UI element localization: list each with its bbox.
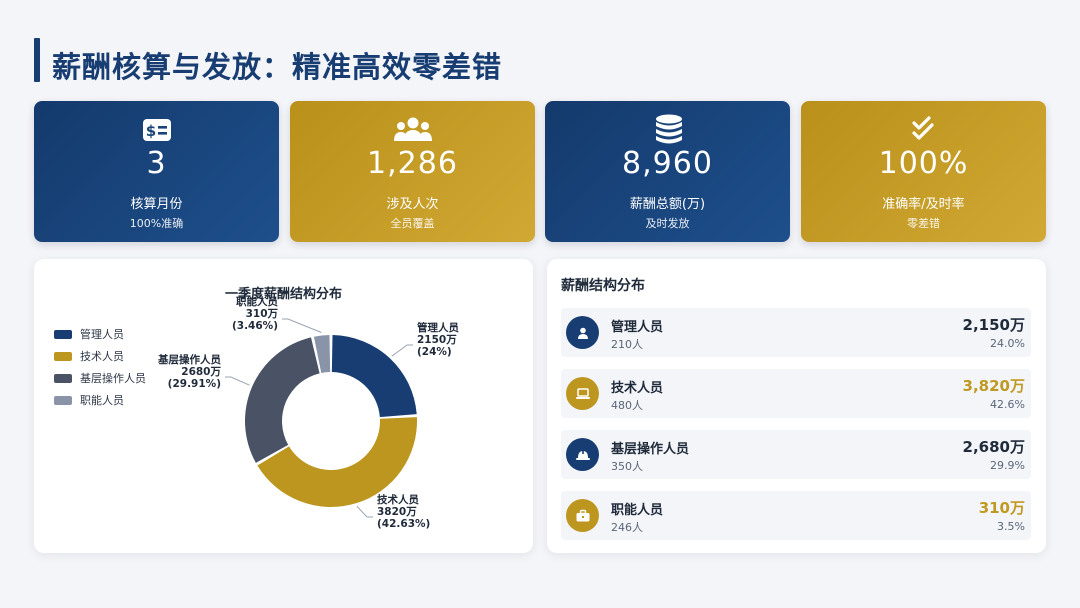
row-pct: 24.0% [990, 337, 1025, 350]
stat-sub: 零差错 [907, 217, 940, 230]
leader-line [225, 376, 250, 386]
stat-sub: 100%准确 [129, 217, 184, 230]
legend-swatch [54, 329, 72, 339]
stat-label: 准确率/及时率 [882, 197, 965, 212]
slice-tech [257, 417, 418, 508]
svg-text:$: $ [145, 122, 155, 140]
row-pct: 42.6% [990, 398, 1025, 411]
leader-line [356, 505, 373, 518]
data-label-functional: 职能人员 310万(3.46%) [232, 295, 279, 332]
stat-card-total: 8,960 薪酬总额(万) 及时发放 [545, 101, 790, 242]
slice-operator [245, 337, 320, 463]
row-amount: 3,820万 [962, 377, 1025, 395]
row-pct: 3.5% [997, 520, 1025, 533]
title-accent-bar [34, 38, 40, 82]
row-name: 基层操作人员 [611, 442, 690, 457]
row-name: 职能人员 [611, 503, 664, 518]
row-count: 210人 [611, 338, 643, 351]
stat-value: 8,960 [622, 146, 713, 181]
legend-item: 基层操作人员 [54, 367, 146, 389]
stat-card-months: $ 3 核算月份 100%准确 [34, 101, 279, 242]
stat-value: 1,286 [367, 146, 458, 181]
row-count: 480人 [611, 399, 643, 412]
stat-sub: 及时发放 [645, 217, 690, 230]
legend-swatch [54, 373, 72, 383]
list-item-tech: 技术人员 480人 3,820万 42.6% [561, 369, 1031, 418]
people-group-icon [393, 115, 432, 145]
stat-label: 涉及人次 [386, 197, 439, 212]
data-label-operator: 基层操作人员 2680万(29.91%) [157, 353, 221, 390]
row-name: 技术人员 [611, 381, 664, 396]
stat-value: 100% [878, 146, 969, 181]
slice-manager [331, 335, 417, 418]
leader-line [282, 318, 322, 333]
hardhat-icon [566, 438, 599, 471]
slice-functional [313, 335, 331, 373]
list-item-functional: 职能人员 246人 310万 3.5% [561, 491, 1031, 540]
page-title: 薪酬核算与发放：精准高效零差错 [52, 50, 503, 84]
chart-panel: 一季度薪酬结构分布 管理人员 技术人员 基层操作人员 职能人员 管理人员 2150… [34, 259, 533, 553]
leader-line [391, 344, 413, 357]
legend-item: 职能人员 [54, 389, 146, 411]
row-name: 管理人员 [611, 320, 664, 335]
legend-label: 技术人员 [80, 350, 124, 363]
row-pct: 29.9% [990, 459, 1025, 472]
stat-card-people: 1,286 涉及人次 全员覆盖 [290, 101, 535, 242]
row-count: 350人 [611, 460, 643, 473]
data-label-tech: 技术人员 3820万(42.63%) [377, 493, 430, 530]
stat-value: 3 [146, 146, 167, 181]
panel-title: 薪酬结构分布 [561, 278, 645, 294]
legend-item: 技术人员 [54, 345, 146, 367]
list-item-operator: 基层操作人员 350人 2,680万 29.9% [561, 430, 1031, 479]
structure-panel: 薪酬结构分布 管理人员 210人 2,150万 24.0% 技术人员 480人 [547, 259, 1046, 553]
row-amount: 2,150万 [962, 316, 1025, 334]
laptop-icon [566, 377, 599, 410]
stat-card-accuracy: 100% 准确率/及时率 零差错 [801, 101, 1046, 242]
chart-legend: 管理人员 技术人员 基层操作人员 职能人员 [54, 323, 146, 411]
double-check-icon [908, 115, 940, 145]
manager-icon [566, 316, 599, 349]
row-amount: 2,680万 [962, 438, 1025, 456]
data-label-manager: 管理人员 2150万(24%) [417, 321, 459, 358]
legend-item: 管理人员 [54, 323, 146, 345]
stat-label: 核算月份 [130, 197, 183, 212]
legend-swatch [54, 395, 72, 405]
row-count: 246人 [611, 521, 643, 534]
dollar-list-icon: $ [141, 115, 173, 145]
legend-label: 基层操作人员 [80, 372, 146, 385]
list-item-manager: 管理人员 210人 2,150万 24.0% [561, 308, 1031, 357]
legend-label: 职能人员 [80, 394, 124, 407]
donut-chart: 管理人员 2150万(24%) 技术人员 3820万(42.63%) 基层操作人员 268… [157, 295, 459, 530]
stat-label: 薪酬总额(万) [629, 197, 706, 212]
briefcase-icon [566, 499, 599, 532]
legend-swatch [54, 351, 72, 361]
stat-sub: 全员覆盖 [390, 217, 435, 230]
chart-title: 一季度薪酬结构分布 [224, 287, 342, 302]
coin-stack-icon [652, 114, 684, 145]
row-amount: 310万 [978, 499, 1025, 517]
legend-label: 管理人员 [80, 328, 124, 341]
